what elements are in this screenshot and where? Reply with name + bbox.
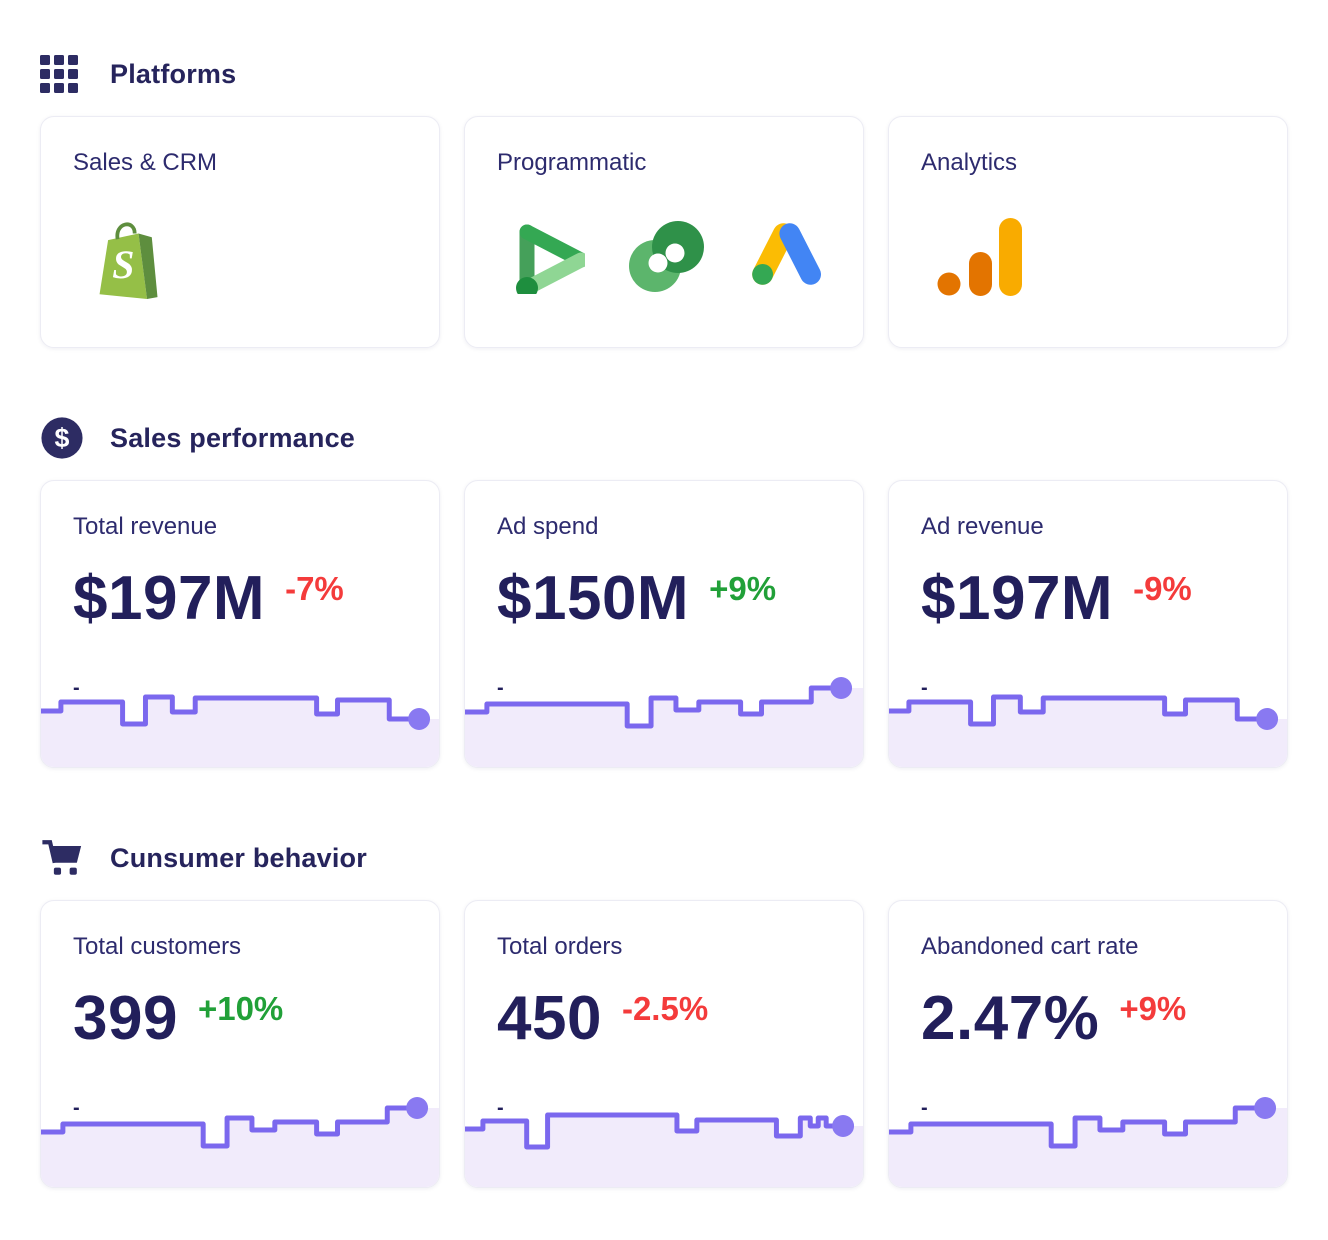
kpi-delta: -9%: [1133, 570, 1192, 608]
section-title: Sales performance: [110, 422, 356, 453]
kpi-title: Ad spend: [497, 513, 599, 540]
sparkline-chart: [465, 1112, 863, 1187]
consumer-behavior-row: Total customers 399 +10% - Total orders …: [40, 900, 1288, 1188]
kpi-value: $197M: [921, 564, 1114, 634]
platform-card-sales-crm[interactable]: Sales & CRM S: [40, 116, 440, 348]
kpi-dash: -: [73, 1097, 80, 1120]
kpi-dash: -: [921, 677, 928, 700]
kpi-card-total-orders: Total orders 450 -2.5% -: [464, 900, 864, 1188]
kpi-title: Abandoned cart rate: [921, 933, 1139, 960]
grid-icon: [40, 55, 84, 93]
kpi-delta: -7%: [285, 570, 344, 608]
kpi-delta: +9%: [1119, 990, 1187, 1028]
kpi-title: Total customers: [73, 933, 242, 960]
cart-icon: [40, 837, 84, 879]
kpi-title: Total revenue: [73, 513, 218, 540]
kpi-card-ad-spend: Ad spend $150M +9% -: [464, 480, 864, 768]
sparkline-chart: [889, 1097, 1287, 1187]
kpi-value: 399: [73, 984, 178, 1054]
section-header-sales-performance: $ Sales performance: [40, 416, 1288, 460]
kpi-delta: +9%: [709, 570, 777, 608]
kpi-value: $197M: [73, 564, 266, 634]
kpi-dash: -: [497, 677, 504, 700]
display-video-360-icon: [505, 214, 585, 295]
kpi-value: 450: [497, 984, 602, 1054]
sparkline-chart: [41, 694, 439, 767]
kpi-value: $150M: [497, 564, 690, 634]
sales-performance-row: Total revenue $197M -7% - Ad spend $150M…: [40, 480, 1288, 768]
kpi-delta: -2.5%: [621, 990, 709, 1028]
section-consumer-behavior: Cunsumer behavior Total customers 399 +1…: [40, 836, 1288, 1188]
google-ads-icon: [745, 220, 825, 288]
kpi-dash: -: [921, 1097, 928, 1120]
section-header-consumer-behavior: Cunsumer behavior: [40, 836, 1288, 880]
kpi-card-abandoned-cart-rate: Abandoned cart rate 2.47% +9% -: [888, 900, 1288, 1188]
kpi-title: Ad revenue: [921, 513, 1044, 540]
section-header-platforms: Platforms: [40, 52, 1288, 96]
card-title: Analytics: [921, 149, 1018, 176]
shopify-icon: S: [91, 214, 167, 308]
section-title: Cunsumer behavior: [110, 842, 367, 873]
platforms-row: Sales & CRM S Programmatic: [40, 116, 1288, 348]
dashboard-page: Platforms Sales & CRM S: [40, 0, 1288, 1188]
card-title: Programmatic: [497, 149, 647, 176]
section-platforms: Platforms Sales & CRM S: [40, 52, 1288, 348]
svg-text:S: S: [112, 242, 134, 287]
platform-card-analytics[interactable]: Analytics: [888, 116, 1288, 348]
kpi-card-total-customers: Total customers 399 +10% -: [40, 900, 440, 1188]
kpi-card-ad-revenue: Ad revenue $197M -9% -: [888, 480, 1288, 768]
sparkline-chart: [465, 677, 863, 767]
kpi-dash: -: [73, 677, 80, 700]
card-title: Sales & CRM: [73, 149, 218, 176]
google-analytics-icon: [935, 214, 1039, 300]
section-sales-performance: $ Sales performance Total revenue $197M …: [40, 416, 1288, 768]
sparkline-chart: [41, 1097, 439, 1187]
section-title: Platforms: [110, 58, 237, 89]
kpi-delta: +10%: [197, 990, 284, 1028]
dollar-icon: $: [40, 416, 84, 460]
kpi-value: 2.47%: [921, 984, 1100, 1054]
kpi-card-total-revenue: Total revenue $197M -7% -: [40, 480, 440, 768]
platform-card-programmatic[interactable]: Programmatic: [464, 116, 864, 348]
sparkline-chart: [889, 694, 1287, 767]
kpi-dash: -: [497, 1097, 504, 1120]
svg-text:$: $: [55, 423, 70, 453]
kpi-title: Total orders: [497, 933, 623, 960]
campaign-manager-icon: [625, 214, 705, 294]
